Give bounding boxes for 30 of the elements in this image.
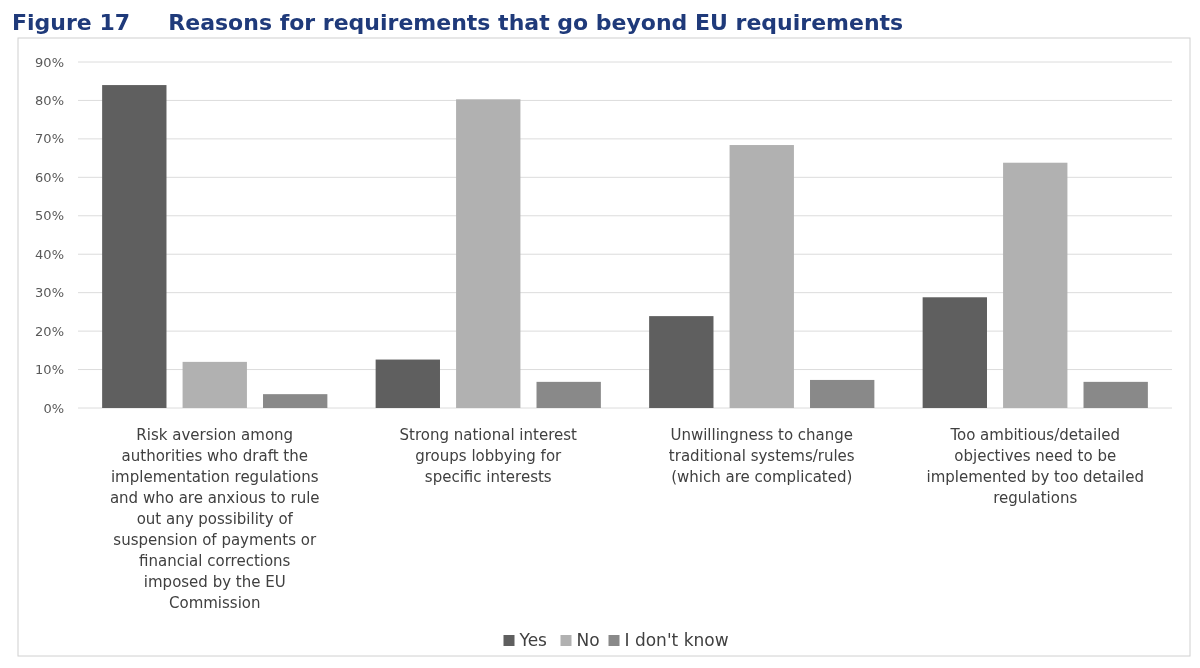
y-tick-label: 10%: [35, 362, 64, 378]
y-tick-label: 80%: [35, 92, 64, 108]
category-label: Risk aversion among authorities who draft the implementation regulations and who are anxious to rule out any possibility of suspension of payments or financial corrections imposed by the EU Commission: [109, 426, 320, 612]
bar: [649, 316, 714, 408]
bar: [729, 145, 794, 408]
bar: [1083, 381, 1148, 408]
y-tick-label: 70%: [35, 131, 64, 147]
y-tick-label: 40%: [35, 246, 64, 262]
chart-title: Figure 17 Reasons for requirements that go beyond EU requirements: [12, 10, 904, 35]
legend-label: I don't know: [624, 630, 729, 650]
y-tick-label: 0%: [43, 400, 64, 416]
bar: [182, 361, 247, 408]
bar: [102, 85, 167, 408]
y-tick-label: 90%: [35, 54, 64, 70]
legend-label: No: [576, 630, 600, 650]
x-tick-label: Strong national interest groups lobbying for specific interests: [399, 426, 578, 486]
bar: [263, 394, 328, 408]
bar: [1003, 162, 1068, 408]
bar: [456, 99, 521, 408]
x-tick-label: Unwillingness to change traditional systems/rules (which are complicated): [668, 426, 855, 486]
x-tick-label: Too ambitious/detailed objectives need to be implemented by too detailed regulations: [926, 426, 1145, 507]
y-tick-label: 60%: [35, 169, 64, 185]
legend-label: Yes: [518, 630, 548, 650]
y-tick-label: 20%: [35, 323, 64, 339]
bar: [536, 381, 601, 408]
bar: [375, 359, 440, 408]
bar: [922, 297, 987, 408]
y-tick-label: 30%: [35, 285, 64, 301]
y-tick-label: 50%: [35, 208, 64, 224]
bar: [810, 379, 875, 408]
